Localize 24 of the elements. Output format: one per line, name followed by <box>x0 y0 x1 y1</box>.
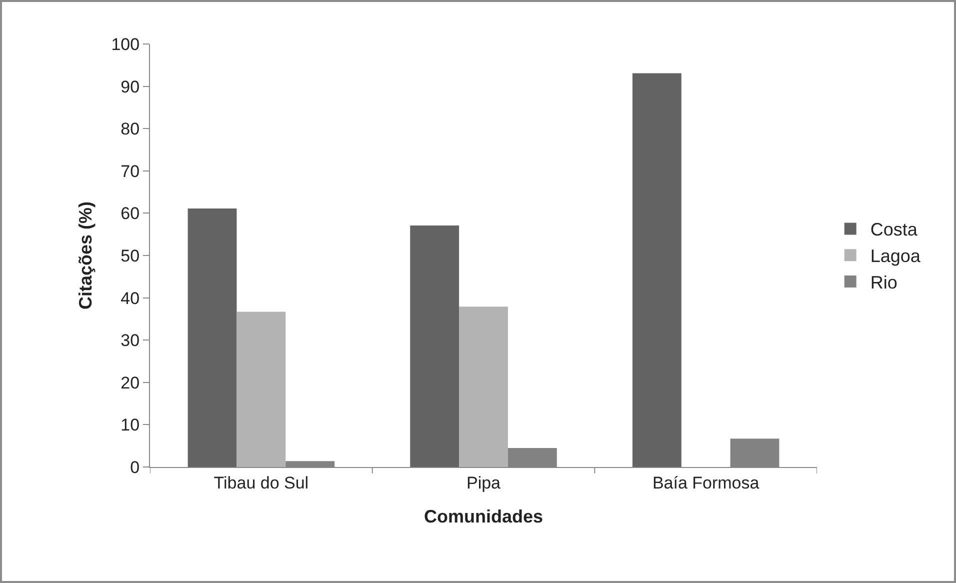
bar <box>459 306 508 467</box>
y-tick-label: 60 <box>120 204 140 224</box>
legend-label: Costa <box>870 220 918 240</box>
bar <box>632 73 682 467</box>
y-tick-label: 70 <box>120 162 140 181</box>
y-tick-label: 30 <box>120 331 140 350</box>
x-axis-title: Comunidades <box>424 506 544 526</box>
y-axis-title: Citações (%) <box>75 201 96 310</box>
bar <box>236 312 286 467</box>
bar <box>188 208 237 467</box>
x-tick-label: Tibau do Sul <box>214 473 309 492</box>
legend-label: Rio <box>870 272 898 293</box>
y-tick-label: 100 <box>111 34 140 54</box>
y-tick-label: 10 <box>120 416 140 435</box>
x-tick-label: Baía Formosa <box>652 473 760 492</box>
y-tick-label: 80 <box>120 120 140 139</box>
x-tick-label: Pipa <box>466 473 502 492</box>
y-tick-label: 40 <box>120 288 140 308</box>
y-tick-label: 0 <box>130 458 140 477</box>
bar <box>410 225 460 467</box>
legend-label: Lagoa <box>870 246 922 266</box>
y-tick-label: 50 <box>120 246 140 266</box>
y-tick-label: 90 <box>120 77 140 96</box>
y-tick-label: 20 <box>120 373 140 392</box>
